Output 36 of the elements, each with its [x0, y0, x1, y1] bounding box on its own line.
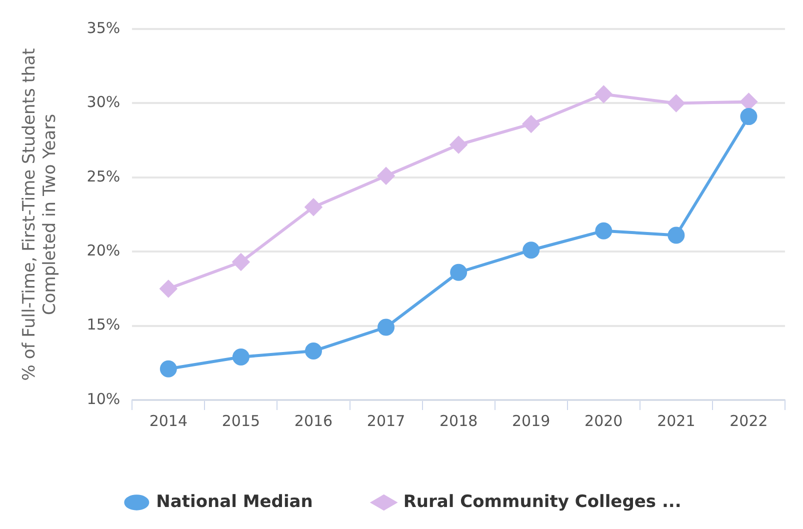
- y-tick-label: 10%: [86, 390, 120, 408]
- point: [304, 198, 322, 216]
- x-tick-label: 2016: [294, 412, 333, 430]
- point: [232, 253, 250, 270]
- point: [304, 342, 322, 360]
- y-axis-title: % of Full-Time, First-Time Students that Completed in Two Years: [20, 48, 60, 381]
- point: [522, 242, 540, 259]
- x-tick-label: 2015: [222, 412, 260, 430]
- point: [668, 94, 685, 112]
- point: [595, 222, 612, 240]
- y-tick-label: 30%: [86, 93, 120, 112]
- x-tick-label: 2019: [512, 412, 550, 430]
- x-tick-label: 2020: [584, 412, 623, 430]
- point: [668, 226, 685, 244]
- point: [740, 93, 758, 110]
- point: [522, 115, 540, 132]
- y-tick-label: 15%: [86, 316, 120, 334]
- point: [740, 108, 758, 126]
- point: [232, 348, 250, 366]
- point: [450, 136, 468, 154]
- legend-label: Rural Community Colleges ...: [403, 492, 682, 512]
- point: [378, 167, 395, 184]
- x-tick-label: 2021: [657, 412, 696, 430]
- point: [378, 318, 395, 336]
- point: [595, 86, 612, 103]
- y-tick-label: 25%: [86, 167, 120, 186]
- point: [160, 360, 177, 378]
- y-tick-label: 35%: [86, 18, 120, 37]
- x-tick-label: 2014: [149, 412, 188, 430]
- x-tick-label: 2022: [730, 412, 768, 430]
- y-tick-label: 20%: [86, 241, 120, 260]
- point: [160, 280, 177, 298]
- point: [450, 264, 468, 281]
- x-tick-label: 2018: [439, 412, 478, 430]
- legend-label: National Median: [156, 492, 313, 512]
- x-tick-label: 2017: [366, 412, 406, 430]
